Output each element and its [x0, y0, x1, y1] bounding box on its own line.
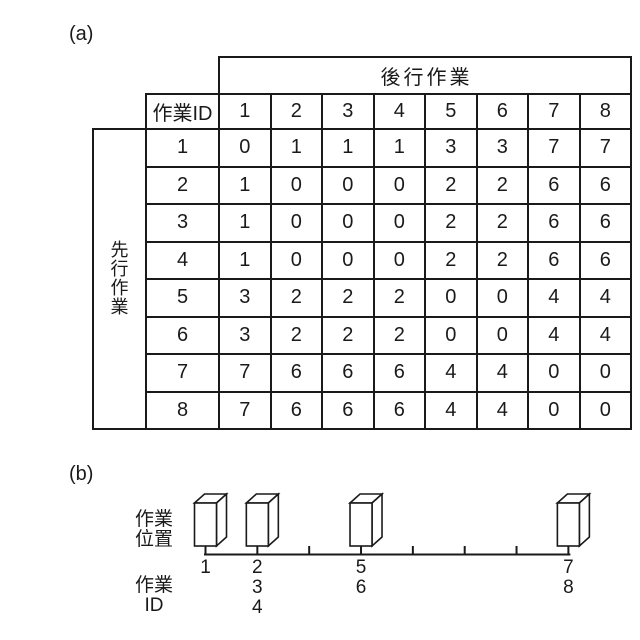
- row-id-cell: 4: [145, 240, 220, 280]
- col-header-cell: 3: [321, 93, 375, 130]
- matrix-value-cell: 6: [527, 203, 581, 243]
- figure-b-label: (b): [69, 463, 94, 485]
- matrix-value-cell: 0: [269, 240, 323, 280]
- matrix-value-cell: 4: [475, 353, 529, 393]
- successor-work-group-header: 後行作業: [218, 56, 632, 95]
- matrix-value-cell: 6: [269, 390, 323, 430]
- matrix-value-cell: 2: [475, 165, 529, 205]
- matrix-value-cell: 3: [475, 128, 529, 168]
- matrix-value-cell: 0: [424, 278, 478, 318]
- matrix-value-cell: 0: [321, 165, 375, 205]
- matrix-value-cell: 1: [321, 128, 375, 168]
- matrix-value-cell: 6: [578, 165, 632, 205]
- matrix-value-cell: 4: [424, 353, 478, 393]
- matrix-value-cell: 0: [269, 165, 323, 205]
- matrix-value-cell: 4: [578, 278, 632, 318]
- col-header-cell: 2: [269, 93, 323, 130]
- matrix-value-cell: 6: [527, 240, 581, 280]
- matrix-value-cell: 2: [321, 278, 375, 318]
- matrix-value-cell: 0: [578, 353, 632, 393]
- work-position-axis-label-line1: 作業: [134, 509, 173, 530]
- matrix-value-cell: 0: [269, 203, 323, 243]
- matrix-value-cell: 4: [475, 390, 529, 430]
- matrix-value-cell: 0: [578, 390, 632, 430]
- matrix-value-cell: 2: [321, 315, 375, 355]
- matrix-value-cell: 0: [527, 353, 581, 393]
- col-header-cell: 8: [578, 93, 632, 130]
- matrix-value-cell: 7: [527, 128, 581, 168]
- matrix-value-cell: 0: [475, 278, 529, 318]
- matrix-value-cell: 7: [578, 128, 632, 168]
- matrix-value-cell: 6: [321, 353, 375, 393]
- matrix-value-cell: 6: [578, 203, 632, 243]
- matrix-value-cell: 6: [372, 353, 426, 393]
- row-id-cell: 1: [145, 128, 220, 168]
- matrix-value-cell: 0: [372, 240, 426, 280]
- matrix-value-cell: 6: [321, 390, 375, 430]
- matrix-value-cell: 0: [372, 203, 426, 243]
- matrix-value-cell: 0: [218, 128, 272, 168]
- row-id-cell: 6: [145, 315, 220, 355]
- matrix-value-cell: 3: [218, 315, 272, 355]
- work-id-axis-label-line1: 作業: [134, 575, 173, 596]
- work-id-axis-label-line2: ID: [144, 595, 164, 616]
- matrix-value-cell: 1: [218, 203, 272, 243]
- matrix-value-cell: 2: [269, 315, 323, 355]
- matrix-value-cell: 7: [218, 353, 272, 393]
- row-id-cell: 3: [145, 203, 220, 243]
- col-header-cell: 1: [218, 93, 272, 130]
- matrix-value-cell: 4: [527, 278, 581, 318]
- matrix-value-cell: 3: [218, 278, 272, 318]
- matrix-value-cell: 6: [527, 165, 581, 205]
- matrix-value-cell: 1: [218, 165, 272, 205]
- col-header-cell: 4: [372, 93, 426, 130]
- matrix-value-cell: 0: [372, 165, 426, 205]
- matrix-value-cell: 6: [269, 353, 323, 393]
- matrix-value-cell: 0: [527, 390, 581, 430]
- predecessor-work-group-header: 先行作業: [92, 128, 147, 430]
- matrix-value-cell: 0: [424, 315, 478, 355]
- col-header-cell: 5: [424, 93, 478, 130]
- row-id-cell: 8: [145, 390, 220, 430]
- row-id-cell: 7: [145, 353, 220, 393]
- matrix-value-cell: 4: [424, 390, 478, 430]
- predecessor-work-group-label: 先行作業: [110, 240, 129, 317]
- matrix-value-cell: 2: [424, 203, 478, 243]
- work-position-axis-label-line2: 位置: [134, 529, 173, 550]
- matrix-value-cell: 6: [578, 240, 632, 280]
- matrix-value-cell: 4: [527, 315, 581, 355]
- col-header-cell: 6: [475, 93, 529, 130]
- work-id-corner-header: 作業ID: [145, 93, 220, 130]
- matrix-value-cell: 2: [372, 315, 426, 355]
- matrix-value-cell: 7: [218, 390, 272, 430]
- matrix-value-cell: 0: [321, 240, 375, 280]
- figure-a-label: (a): [69, 23, 94, 45]
- matrix-value-cell: 1: [372, 128, 426, 168]
- matrix-value-cell: 1: [269, 128, 323, 168]
- matrix-value-cell: 0: [475, 315, 529, 355]
- row-id-cell: 5: [145, 278, 220, 318]
- matrix-value-cell: 3: [424, 128, 478, 168]
- row-id-cell: 2: [145, 165, 220, 205]
- matrix-value-cell: 4: [578, 315, 632, 355]
- matrix-value-cell: 6: [372, 390, 426, 430]
- matrix-value-cell: 2: [372, 278, 426, 318]
- matrix-value-cell: 2: [475, 203, 529, 243]
- matrix-value-cell: 2: [424, 240, 478, 280]
- matrix-value-cell: 0: [321, 203, 375, 243]
- matrix-value-cell: 1: [218, 240, 272, 280]
- matrix-value-cell: 2: [424, 165, 478, 205]
- matrix-value-cell: 2: [269, 278, 323, 318]
- matrix-value-cell: 2: [475, 240, 529, 280]
- col-header-cell: 7: [527, 93, 581, 130]
